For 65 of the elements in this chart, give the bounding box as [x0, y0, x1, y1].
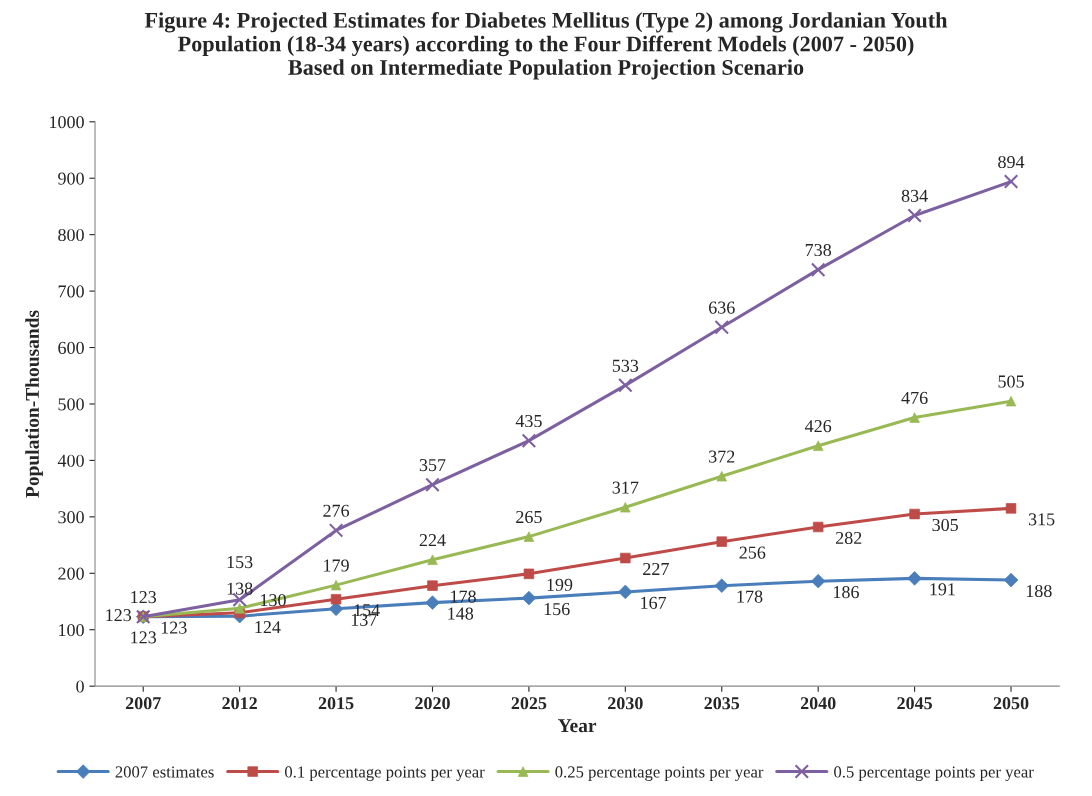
- data-label: 305: [932, 518, 958, 532]
- data-label: 372: [709, 450, 735, 463]
- y-tick-label: 300: [58, 511, 84, 524]
- data-label: 199: [547, 578, 573, 591]
- data-label: 256: [739, 546, 766, 559]
- data-label: 834: [901, 189, 928, 202]
- x-tick-label: 2007: [125, 697, 161, 710]
- x-tick-label: 2012: [222, 697, 257, 710]
- x-tick-label: 2045: [897, 697, 932, 710]
- x-tick-label: 2040: [800, 697, 836, 710]
- data-label: 123: [131, 591, 157, 604]
- data-label: 138: [227, 582, 253, 595]
- x-tick-label: 2020: [415, 697, 450, 710]
- data-label: 282: [835, 531, 862, 545]
- data-label: 476: [901, 391, 928, 404]
- data-label: 276: [323, 504, 350, 517]
- data-label: 227: [643, 562, 669, 575]
- data-label: 123: [161, 621, 187, 634]
- x-tick-label: 2030: [608, 697, 643, 710]
- data-label: 738: [805, 243, 832, 257]
- data-label: 426: [804, 420, 832, 433]
- data-label: 178: [737, 590, 763, 603]
- y-tick-label: 200: [58, 567, 84, 580]
- data-label: 186: [834, 586, 859, 599]
- y-tick-label: 1000: [50, 116, 84, 129]
- x-tick-label: 2035: [704, 697, 740, 710]
- y-tick-label: 800: [58, 228, 84, 242]
- data-label: 636: [708, 301, 735, 314]
- data-label: 435: [515, 414, 542, 428]
- data-label: 315: [1028, 513, 1055, 526]
- data-label: 224: [419, 534, 446, 547]
- y-tick-label: 600: [58, 341, 84, 354]
- data-label: 317: [612, 481, 639, 494]
- y-tick-label: 0: [76, 680, 84, 693]
- legend-label: 0.25 percentage points per year: [555, 766, 764, 781]
- data-label: 123: [131, 631, 157, 644]
- x-axis-title: Year: [558, 719, 597, 733]
- chart-title: Figure 4: Projected Estimates for Diabetes Mellitus (Type 2) among Jordanian Youth Population (18-34 years) according to the Four Different Models (2007 - 2050) Based on Intermediate Population Projection Scenario: [144, 11, 948, 80]
- data-label: 123: [106, 609, 132, 622]
- data-label: 156: [544, 603, 570, 616]
- y-tick-label: 100: [59, 623, 84, 637]
- data-label: 179: [324, 559, 349, 572]
- y-axis-title: Population-Thousands: [25, 310, 43, 498]
- x-tick-label: 2050: [993, 697, 1029, 710]
- legend-label: 2007 estimates: [115, 766, 214, 778]
- data-label: 357: [419, 459, 446, 472]
- data-label: 148: [448, 607, 474, 620]
- data-label: 894: [998, 155, 1025, 169]
- y-tick-label: 400: [57, 454, 84, 467]
- data-label: 167: [641, 596, 667, 609]
- data-label: 188: [1026, 584, 1052, 598]
- data-label: 191: [930, 583, 955, 596]
- data-label: 153: [227, 556, 253, 569]
- y-tick-label: 500: [58, 398, 84, 411]
- data-label: 178: [451, 590, 476, 603]
- data-label: 533: [612, 359, 639, 372]
- legend-label: 0.5 percentage points per year: [834, 766, 1034, 781]
- y-tick-label: 700: [58, 285, 84, 298]
- x-tick-label: 2015: [318, 697, 354, 710]
- x-tick-label: 2025: [511, 697, 547, 710]
- y-tick-label: 900: [58, 172, 84, 185]
- legend-label: 0.1 percentage points per year: [284, 766, 485, 781]
- data-label: 505: [998, 375, 1024, 388]
- data-label: 124: [255, 621, 281, 634]
- data-label: 265: [516, 510, 542, 524]
